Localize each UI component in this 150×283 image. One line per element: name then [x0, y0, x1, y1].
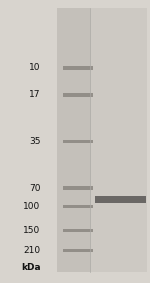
Bar [94, 196, 146, 203]
Text: 70: 70 [29, 184, 40, 193]
Bar [63, 140, 93, 143]
Bar [57, 8, 147, 272]
Text: 150: 150 [23, 226, 40, 235]
Bar [63, 205, 93, 208]
Bar [57, 8, 90, 272]
Bar [63, 66, 93, 70]
Bar [63, 229, 93, 232]
Text: 10: 10 [29, 63, 40, 72]
Text: 100: 100 [23, 202, 40, 211]
Text: 17: 17 [29, 90, 40, 99]
Bar [63, 93, 93, 97]
Bar [94, 199, 146, 201]
Text: 210: 210 [23, 246, 40, 255]
Bar [63, 249, 93, 252]
Text: kDa: kDa [21, 263, 40, 272]
Bar [63, 186, 93, 190]
Text: 35: 35 [29, 137, 40, 146]
